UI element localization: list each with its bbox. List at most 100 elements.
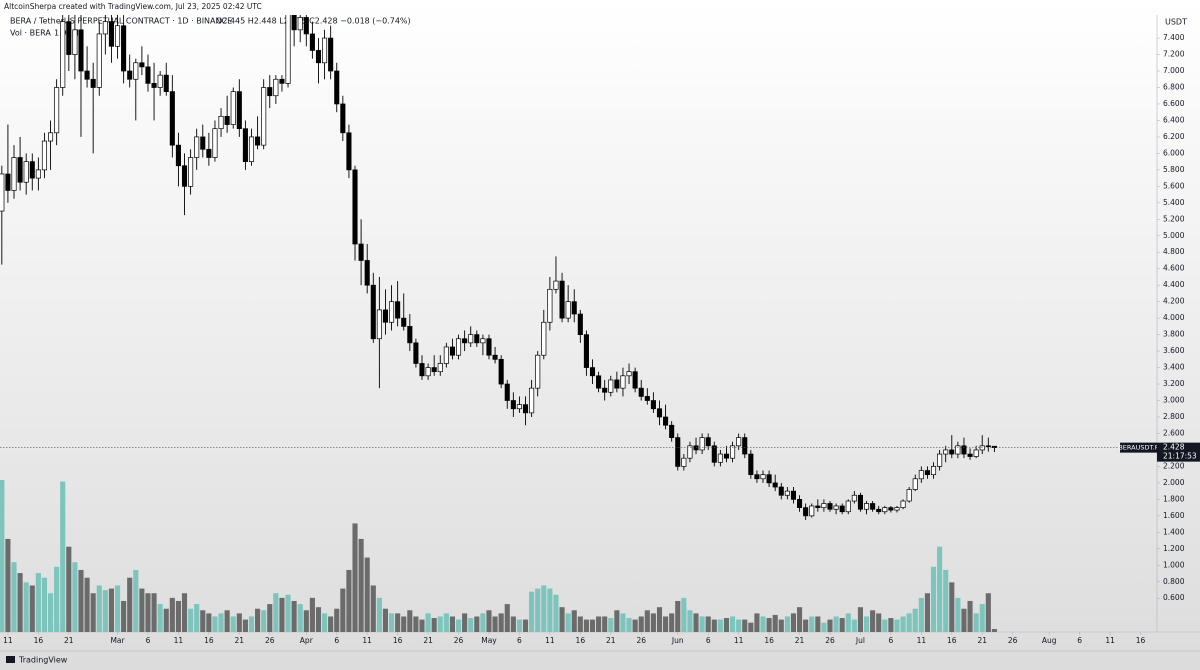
volume-bar bbox=[498, 613, 504, 632]
volume-bar bbox=[894, 619, 900, 632]
volume-bar bbox=[17, 573, 23, 632]
y-tick-label: 6.400 bbox=[1163, 115, 1185, 124]
volume-bar bbox=[206, 613, 212, 632]
x-tick-label: 21 bbox=[606, 636, 616, 645]
volume-bar bbox=[303, 610, 309, 632]
candle-body bbox=[200, 136, 206, 150]
candle-body bbox=[681, 457, 687, 467]
candle-body bbox=[882, 507, 888, 513]
volume-bar bbox=[955, 597, 961, 632]
x-tick-label: 11 bbox=[3, 636, 13, 645]
volume-bar bbox=[790, 613, 797, 632]
volume-bar bbox=[90, 593, 96, 632]
axis-unit: USDT bbox=[1165, 18, 1187, 27]
volume-bar bbox=[742, 619, 748, 632]
y-tick-label: 5.600 bbox=[1163, 181, 1185, 190]
volume-bar bbox=[803, 619, 809, 632]
candle-body bbox=[949, 449, 955, 455]
volume-bar bbox=[906, 613, 912, 632]
candle-body bbox=[596, 375, 602, 389]
footer-logo: TradingView bbox=[6, 656, 68, 665]
candle-body bbox=[407, 326, 413, 344]
candle-body bbox=[181, 165, 188, 187]
candle-body bbox=[376, 309, 382, 340]
candle-body bbox=[303, 17, 309, 35]
candle-body bbox=[297, 17, 303, 31]
x-tick-label: 21 bbox=[795, 636, 805, 645]
volume-bar bbox=[255, 608, 261, 632]
volume-bar bbox=[851, 619, 857, 632]
candle-body bbox=[78, 29, 84, 72]
volume-bar bbox=[297, 604, 303, 632]
volume-bar bbox=[821, 622, 827, 632]
candle-body bbox=[778, 486, 784, 496]
y-tick-label: 6.800 bbox=[1163, 82, 1185, 91]
candle-body bbox=[638, 387, 644, 397]
volume-bar bbox=[857, 607, 864, 632]
x-tick-label: 6 bbox=[334, 636, 339, 645]
volume-bar bbox=[364, 557, 370, 632]
volume-bar bbox=[279, 597, 285, 632]
candle-body bbox=[955, 445, 961, 455]
candle-body bbox=[90, 78, 96, 88]
x-tick-label: 11 bbox=[734, 636, 744, 645]
volume-bar bbox=[23, 582, 29, 632]
volume-bar bbox=[772, 614, 778, 632]
x-tick-label: 16 bbox=[947, 636, 957, 645]
volume-bar bbox=[912, 608, 918, 632]
candle-body bbox=[84, 70, 90, 80]
candle-body bbox=[29, 161, 35, 179]
y-tick-label: 1.200 bbox=[1163, 544, 1185, 553]
volume-bar bbox=[547, 588, 553, 632]
candle-body bbox=[48, 132, 54, 142]
candle-body bbox=[669, 424, 675, 438]
candle-body bbox=[60, 21, 66, 88]
volume-bar bbox=[242, 619, 248, 632]
candle-body bbox=[876, 508, 882, 513]
volume-bar bbox=[626, 618, 632, 632]
candle-body bbox=[425, 367, 431, 377]
x-tick-label: 11 bbox=[1105, 636, 1115, 645]
candle-body bbox=[35, 169, 41, 179]
candle-body bbox=[973, 449, 979, 457]
volume-bar bbox=[784, 616, 790, 632]
y-tick-label: 2.600 bbox=[1163, 428, 1185, 437]
x-tick-label: 6 bbox=[706, 636, 711, 645]
volume-bar bbox=[78, 569, 84, 632]
candle-body bbox=[267, 87, 273, 97]
y-tick-label: 6.000 bbox=[1163, 148, 1185, 157]
x-tick-label: 16 bbox=[34, 636, 44, 645]
volume-bar bbox=[845, 613, 851, 632]
volume-bar bbox=[577, 616, 583, 632]
candle-body bbox=[705, 437, 711, 447]
volume-bar bbox=[656, 607, 663, 632]
candle-body bbox=[803, 507, 809, 517]
y-tick-label: 7.400 bbox=[1163, 33, 1185, 42]
volume-bar bbox=[723, 618, 730, 632]
candle-body bbox=[900, 500, 906, 508]
candle-body bbox=[285, 15, 291, 84]
volume-bar bbox=[796, 607, 803, 632]
candle-body bbox=[163, 74, 169, 92]
volume-bar bbox=[175, 600, 181, 632]
volume-bar bbox=[169, 597, 175, 632]
y-tick-label: 5.400 bbox=[1163, 198, 1185, 207]
volume-bar bbox=[565, 613, 571, 632]
x-tick-label: 26 bbox=[265, 636, 275, 645]
candle-body bbox=[11, 157, 17, 191]
volume-bar bbox=[687, 610, 693, 632]
volume-bar bbox=[480, 613, 486, 632]
x-tick-label: 26 bbox=[825, 636, 835, 645]
candle-body bbox=[912, 478, 918, 490]
volume-bar bbox=[352, 523, 358, 632]
y-tick-label: 1.000 bbox=[1163, 560, 1185, 569]
volume-bar bbox=[876, 613, 882, 632]
candle-body bbox=[206, 148, 212, 158]
candle-body bbox=[699, 437, 705, 451]
candle-body bbox=[121, 25, 127, 72]
candle-body bbox=[504, 383, 510, 401]
volume-bar bbox=[181, 593, 188, 632]
candle-body bbox=[760, 474, 766, 480]
volume-bar bbox=[486, 610, 492, 632]
